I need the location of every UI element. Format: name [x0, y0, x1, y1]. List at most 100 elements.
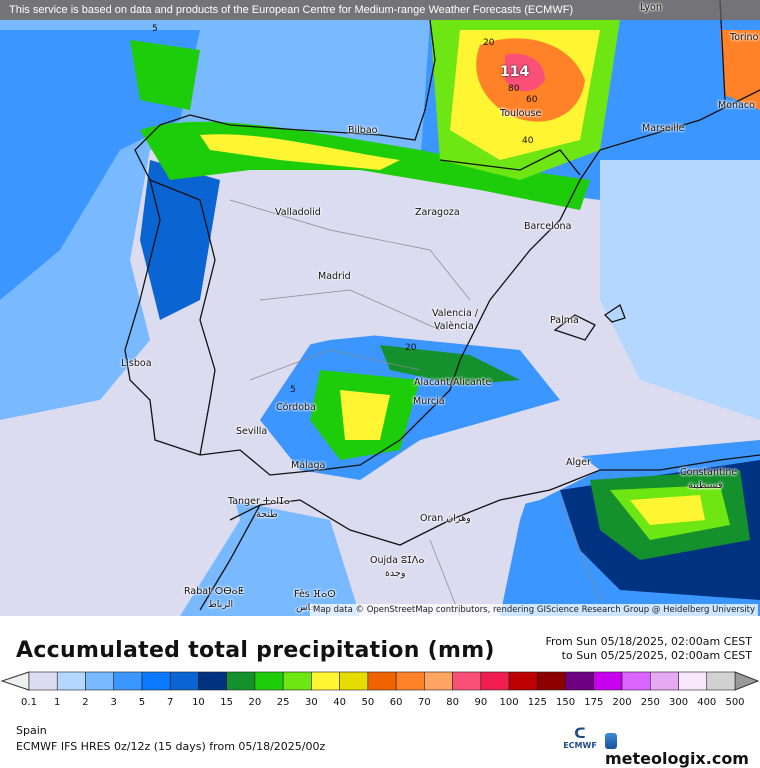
legend-color-cell: [537, 671, 566, 691]
city-label: Palma: [550, 315, 579, 326]
legend-tick: 80: [446, 697, 459, 708]
legend-color-cell: [85, 671, 115, 691]
city-label: Torino: [730, 32, 759, 43]
legend-tick: 400: [697, 697, 717, 708]
legend-tick: 175: [584, 697, 604, 708]
city-label: قسنطينة: [688, 480, 723, 491]
city-label: وجدة: [385, 568, 406, 579]
legend-tick: 0.1: [21, 697, 37, 708]
contour-label: 40: [522, 136, 534, 146]
legend-tick: 3: [110, 697, 117, 708]
contour-label: 60: [526, 95, 538, 105]
max-value-label: 114: [500, 64, 530, 80]
region-label: Spain: [16, 724, 47, 737]
meteologix-logo[interactable]: meteologix.com: [605, 730, 760, 768]
chart-title: Accumulated total precipitation (mm): [16, 638, 495, 663]
city-label: Murcia: [413, 396, 445, 407]
legend-tick: 150: [556, 697, 576, 708]
legend-color-cell: [311, 671, 340, 691]
city-label: الرباط: [208, 599, 234, 610]
city-label: Rabat ⵔⴱⴰⵟ: [184, 586, 244, 597]
city-label: Constantine: [680, 467, 738, 478]
legend-tick: 30: [305, 697, 318, 708]
city-label: Oran وهران: [420, 513, 471, 524]
legend-color-cell: [226, 671, 256, 691]
ecmwf-logo: ᑕ ECMWF: [562, 727, 598, 750]
legend-color-cell: [282, 671, 312, 691]
city-label: Zaragoza: [415, 207, 460, 218]
city-label: Fès ⴼⴰⵙ: [294, 589, 336, 600]
legend-color-cell: [649, 671, 679, 691]
legend-tick: 100: [499, 697, 519, 708]
legend-tick: 60: [389, 697, 403, 708]
legend-over-arrow: [734, 671, 760, 691]
legend-color-cell: [339, 671, 369, 691]
legend-color-cell: [706, 671, 736, 691]
model-info: ECMWF IFS HRES 0z/12z (15 days) from 05/…: [16, 740, 326, 753]
city-label: Alger: [566, 457, 591, 468]
legend-color-cell: [452, 671, 482, 691]
city-label: Toulouse: [500, 108, 542, 119]
contour-label: 5: [290, 385, 296, 395]
legend-tick: 200: [612, 697, 632, 708]
legend-color-cell: [593, 671, 623, 691]
ecmwf-logo-mark: ᑕ: [574, 726, 586, 742]
legend-color-cell: [424, 671, 453, 691]
city-label: فاس: [296, 602, 316, 613]
legend-tick: 500: [725, 697, 745, 708]
city-label: Oujda ⵓⵊⴷⴰ: [370, 555, 425, 566]
legend-tick: 300: [668, 697, 689, 708]
contour-label: 80: [508, 84, 520, 94]
legend-tick: 25: [276, 697, 290, 708]
precipitation-field: [0, 0, 760, 616]
ecmwf-disclaimer-banner: This service is based on data and produc…: [0, 0, 760, 20]
contour-label: 20: [483, 38, 495, 48]
map-attribution: Map data © OpenStreetMap contributors, r…: [310, 604, 758, 616]
city-label: Lyon: [640, 2, 662, 13]
legend-color-cell: [678, 671, 708, 691]
city-label: Monaco: [718, 100, 755, 111]
city-label: València: [434, 321, 474, 332]
precipitation-map[interactable]: This service is based on data and produc…: [0, 0, 760, 616]
meteologix-logo-text: meteologix.com: [605, 749, 749, 768]
city-label: Lisboa: [121, 358, 152, 369]
ecmwf-logo-text: ECMWF: [563, 741, 597, 750]
legend-color-cell: [565, 671, 595, 691]
legend-tick: 15: [220, 697, 234, 708]
city-label: Bilbao: [348, 125, 378, 136]
legend-tick: 90: [474, 697, 488, 708]
legend-tick: 10: [192, 697, 205, 708]
city-label: طنجة: [256, 509, 278, 520]
legend-tick: 7: [167, 697, 174, 708]
legend-tick: 40: [333, 697, 346, 708]
city-label: Valencia /: [432, 308, 478, 319]
contour-label: 20: [405, 343, 417, 353]
contour-label: 5: [152, 24, 158, 34]
legend-color-cell: [508, 671, 538, 691]
city-label: Madrid: [318, 271, 351, 282]
legend-tick: 70: [417, 697, 431, 708]
legend-color-cell: [395, 671, 425, 691]
legend-color-cell: [367, 671, 397, 691]
period-from: From Sun 05/18/2025, 02:00am CEST: [545, 635, 752, 648]
city-label: Tanger ⵜⴰⵏⵊⴰ: [228, 496, 291, 507]
legend-tick-labels: 0.1 1 2 3 5 7 10 15 20 25 30 40 50 60 70 80 90 100 125 150 1…: [0, 697, 760, 711]
color-scale-legend: [0, 671, 760, 691]
legend-color-cell: [254, 671, 284, 691]
legend-color-cell: [28, 671, 58, 691]
legend-under-arrow: [0, 671, 30, 691]
period-to: to Sun 05/25/2025, 02:00am CEST: [561, 649, 752, 662]
city-label: Córdoba: [276, 402, 316, 413]
city-label: Marseille: [642, 123, 685, 134]
forecast-period: From Sun 05/18/2025, 02:00am CEST to Sun…: [545, 635, 752, 663]
legend-color-cell: [198, 671, 227, 691]
city-label: Málaga: [291, 460, 326, 471]
legend-color-cell: [141, 671, 171, 691]
legend-tick: 5: [138, 697, 146, 708]
city-label: Barcelona: [524, 221, 572, 232]
legend-color-cell: [113, 671, 143, 691]
city-label: Alacant/Alicante: [414, 377, 492, 388]
meteologix-icon: [605, 732, 617, 749]
legend-color-cell: [169, 671, 199, 691]
city-label: Valladolid: [275, 207, 321, 218]
